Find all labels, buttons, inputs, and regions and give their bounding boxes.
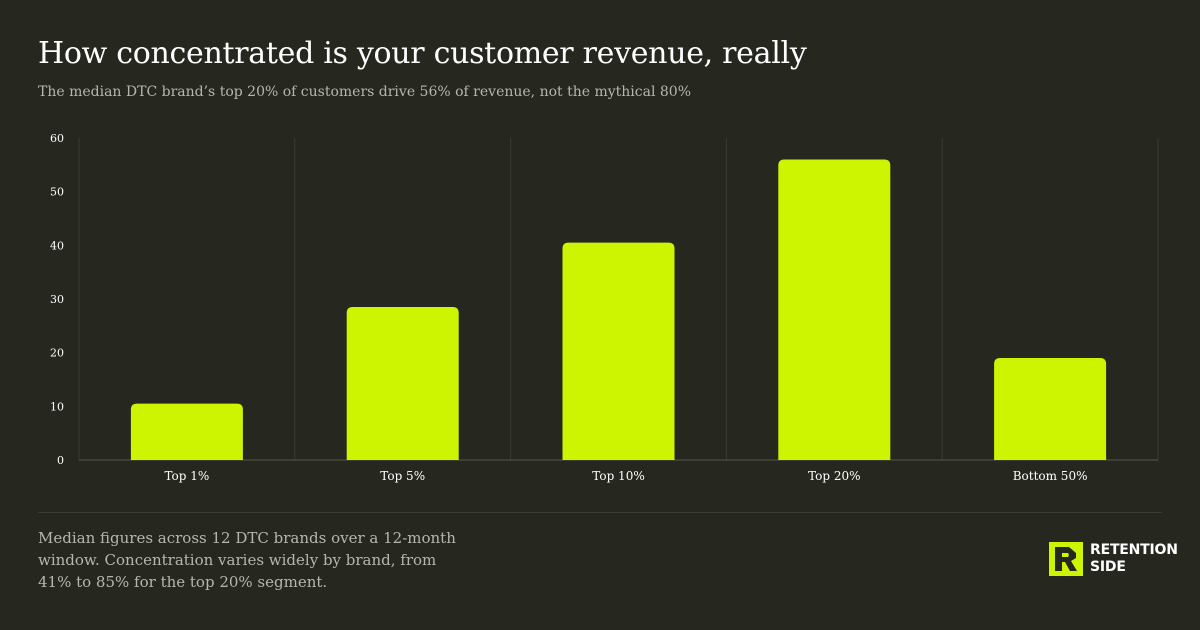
bar [778,159,891,460]
chart-title: How concentrated is your customer revenu… [38,36,807,71]
brand-logo: RETENTION SIDE [1049,542,1178,576]
y-tick-label: 60 [50,132,64,145]
brand-line-2: SIDE [1090,559,1126,575]
x-tick-label: Bottom 50% [1013,469,1088,483]
footnote: Median figures across 12 DTC brands over… [38,529,456,591]
y-tick-label: 10 [50,400,64,413]
x-tick-label: Top 1% [164,469,209,483]
x-tick-label: Top 10% [592,469,644,483]
bar [130,403,243,460]
y-tick-label: 20 [50,347,64,360]
y-tick-label: 30 [50,293,64,306]
bar [994,358,1107,460]
bar-chart: 0 10 20 30 40 50 60 Top 1% Top 5% Top 10% Top 20% B… [50,132,1159,483]
y-tick-label: 0 [57,454,64,467]
brand-mark-icon [1049,542,1083,576]
y-tick-label: 40 [50,239,64,252]
y-tick-label: 50 [50,186,64,199]
bar [562,242,675,460]
brand-line-1: RETENTION [1090,542,1178,558]
chart-subtitle: The median DTC brand’s top 20% of custom… [38,84,692,100]
brand-wordmark: RETENTION SIDE [1090,542,1178,576]
x-tick-label: Top 5% [380,469,425,483]
x-tick-label: Top 20% [808,469,860,483]
footer-divider [38,512,1162,513]
bar [346,307,459,460]
